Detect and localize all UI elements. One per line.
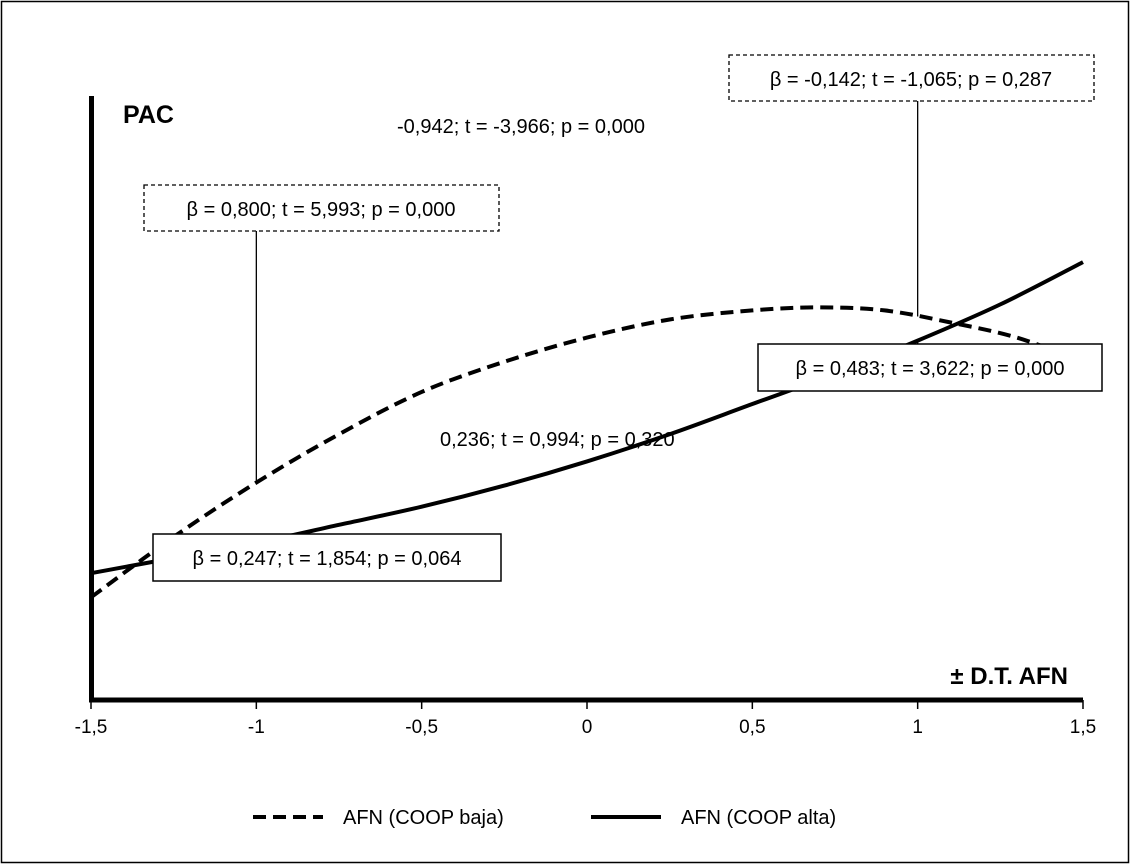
x-tick-labels: -1,5 -1 -0,5 0 0,5 1 1,5 [75, 717, 1097, 738]
y-axis-label: PAC [123, 101, 174, 129]
annotation-quad-top: -0,942; t = -3,966; p = 0,000 [397, 116, 645, 138]
x-tick-label: 1,5 [1070, 717, 1096, 738]
x-tick-label: 0 [582, 717, 593, 738]
annotation-box-alta-left [152, 533, 502, 582]
x-tick-label: 1 [912, 717, 923, 738]
annotation-text-alta-left: β = 0,247; t = 1,854; p = 0,064 [193, 548, 462, 570]
legend-label-coop-alta: AFN (COOP alta) [681, 807, 836, 829]
annotation-text-baja-left: β = 0,800; t = 5,993; p = 0,000 [187, 199, 456, 221]
annotation-box-baja-right [728, 54, 1095, 102]
annotation-quad-bottom: 0,236; t = 0,994; p = 0,320 [440, 429, 675, 451]
annotation-box-baja-left [143, 184, 500, 232]
legend-label-coop-baja: AFN (COOP baja) [343, 807, 504, 829]
x-tick-label: 0,5 [739, 717, 765, 738]
x-axis-label: ± D.T. AFN [950, 663, 1068, 690]
x-tick-label: -1 [248, 717, 265, 738]
annotation-box-alta-right [757, 343, 1103, 392]
x-tick-label: -1,5 [75, 717, 108, 738]
series-line-coop-baja [89, 305, 1084, 599]
annotation-text-alta-right: β = 0,483; t = 3,622; p = 0,000 [796, 358, 1065, 380]
annotation-text-baja-right: β = -0,142; t = -1,065; p = 0,287 [770, 69, 1052, 91]
x-ticks [90, 700, 1084, 709]
x-tick-label: -0,5 [405, 717, 438, 738]
